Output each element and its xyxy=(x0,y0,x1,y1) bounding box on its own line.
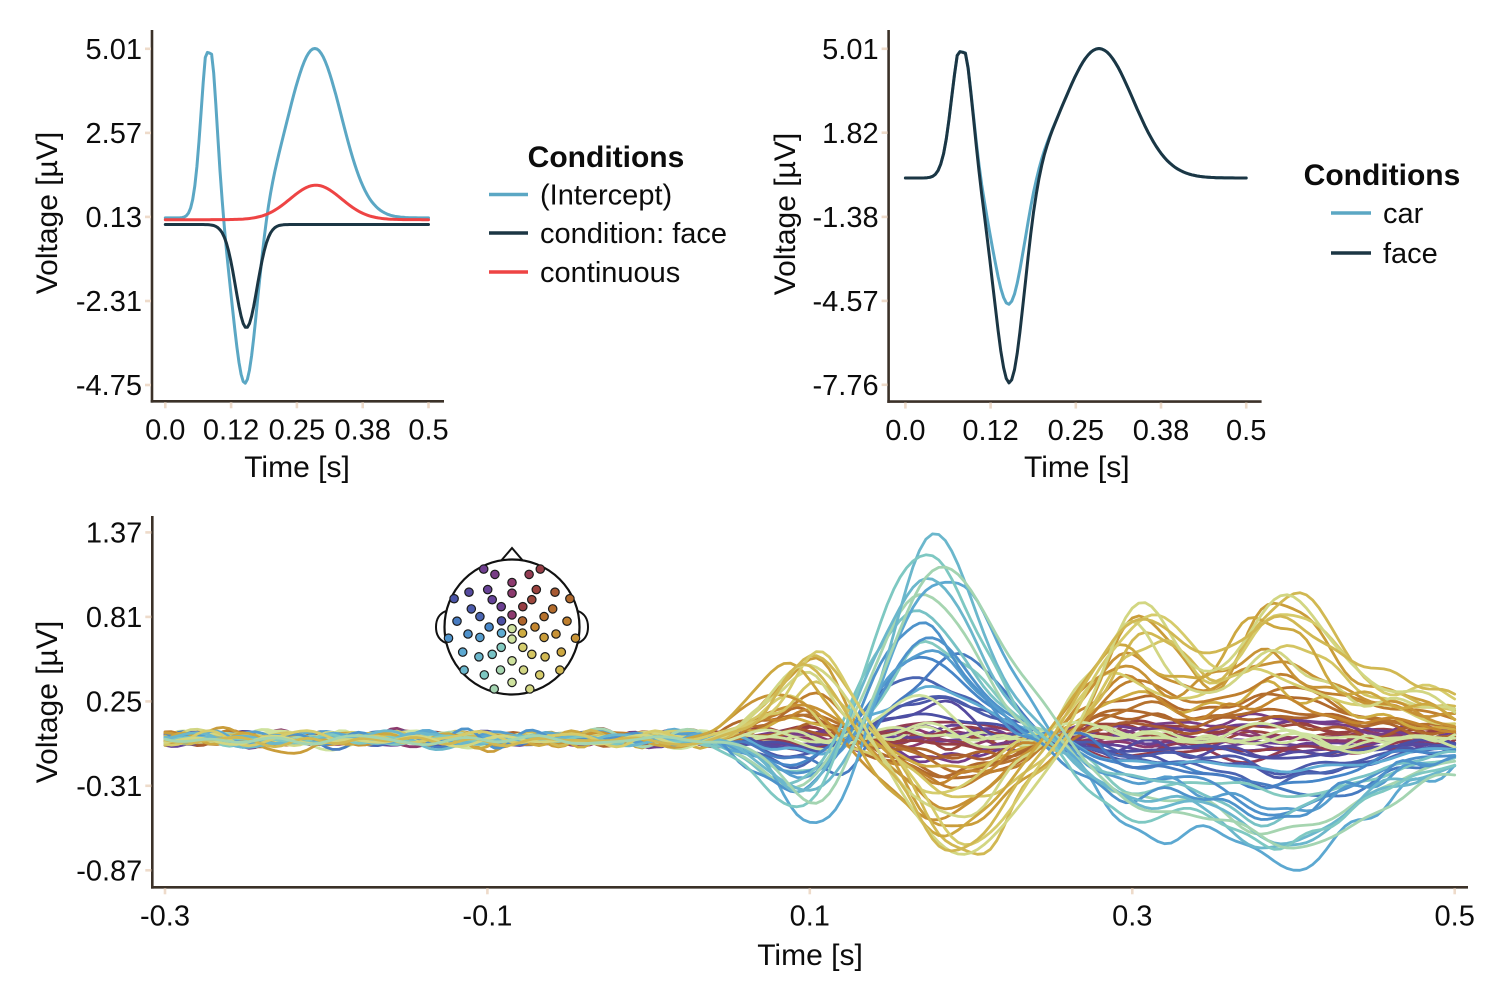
svg-text:Conditions: Conditions xyxy=(528,141,685,174)
svg-text:Time [s]: Time [s] xyxy=(757,939,863,972)
svg-text:0.5: 0.5 xyxy=(408,415,448,447)
svg-text:0.25: 0.25 xyxy=(1048,415,1104,447)
svg-text:0.1: 0.1 xyxy=(790,901,830,933)
svg-text:-4.75: -4.75 xyxy=(76,370,142,402)
svg-text:-0.3: -0.3 xyxy=(140,901,190,933)
svg-text:Conditions: Conditions xyxy=(1304,159,1461,192)
svg-text:5.01: 5.01 xyxy=(86,34,142,66)
svg-text:0.12: 0.12 xyxy=(962,415,1018,447)
svg-text:condition: face: condition: face xyxy=(540,218,727,250)
svg-text:5.01: 5.01 xyxy=(822,34,878,66)
svg-text:car: car xyxy=(1383,198,1424,230)
svg-text:0.25: 0.25 xyxy=(269,415,325,447)
svg-text:-0.31: -0.31 xyxy=(76,771,142,803)
svg-text:-0.87: -0.87 xyxy=(76,856,142,888)
svg-text:Voltage [µV]: Voltage [µV] xyxy=(31,132,64,294)
svg-text:0.13: 0.13 xyxy=(86,202,142,234)
svg-text:0.38: 0.38 xyxy=(334,415,390,447)
svg-text:0.12: 0.12 xyxy=(203,415,259,447)
svg-text:-7.76: -7.76 xyxy=(812,370,878,402)
svg-text:-0.1: -0.1 xyxy=(462,901,512,933)
svg-text:(Intercept): (Intercept) xyxy=(540,180,672,212)
svg-text:Voltage [µV]: Voltage [µV] xyxy=(31,621,64,783)
svg-text:0.38: 0.38 xyxy=(1133,415,1189,447)
svg-text:continuous: continuous xyxy=(540,257,680,289)
svg-text:Time [s]: Time [s] xyxy=(244,451,350,484)
svg-text:Voltage [µV]: Voltage [µV] xyxy=(769,133,802,295)
svg-text:0.25: 0.25 xyxy=(86,687,142,719)
svg-text:0.5: 0.5 xyxy=(1435,901,1475,933)
svg-text:2.57: 2.57 xyxy=(86,118,142,150)
svg-text:-2.31: -2.31 xyxy=(76,286,142,318)
svg-text:Time [s]: Time [s] xyxy=(1024,451,1130,484)
svg-text:0.0: 0.0 xyxy=(885,415,925,447)
svg-text:face: face xyxy=(1383,238,1438,270)
svg-text:1.82: 1.82 xyxy=(822,118,878,150)
svg-text:0.5: 0.5 xyxy=(1226,415,1266,447)
svg-text:-4.57: -4.57 xyxy=(812,286,878,318)
svg-text:0.81: 0.81 xyxy=(86,602,142,634)
svg-text:-1.38: -1.38 xyxy=(812,202,878,234)
svg-text:0.3: 0.3 xyxy=(1112,901,1152,933)
svg-text:0.0: 0.0 xyxy=(145,415,185,447)
svg-text:1.37: 1.37 xyxy=(86,518,142,550)
